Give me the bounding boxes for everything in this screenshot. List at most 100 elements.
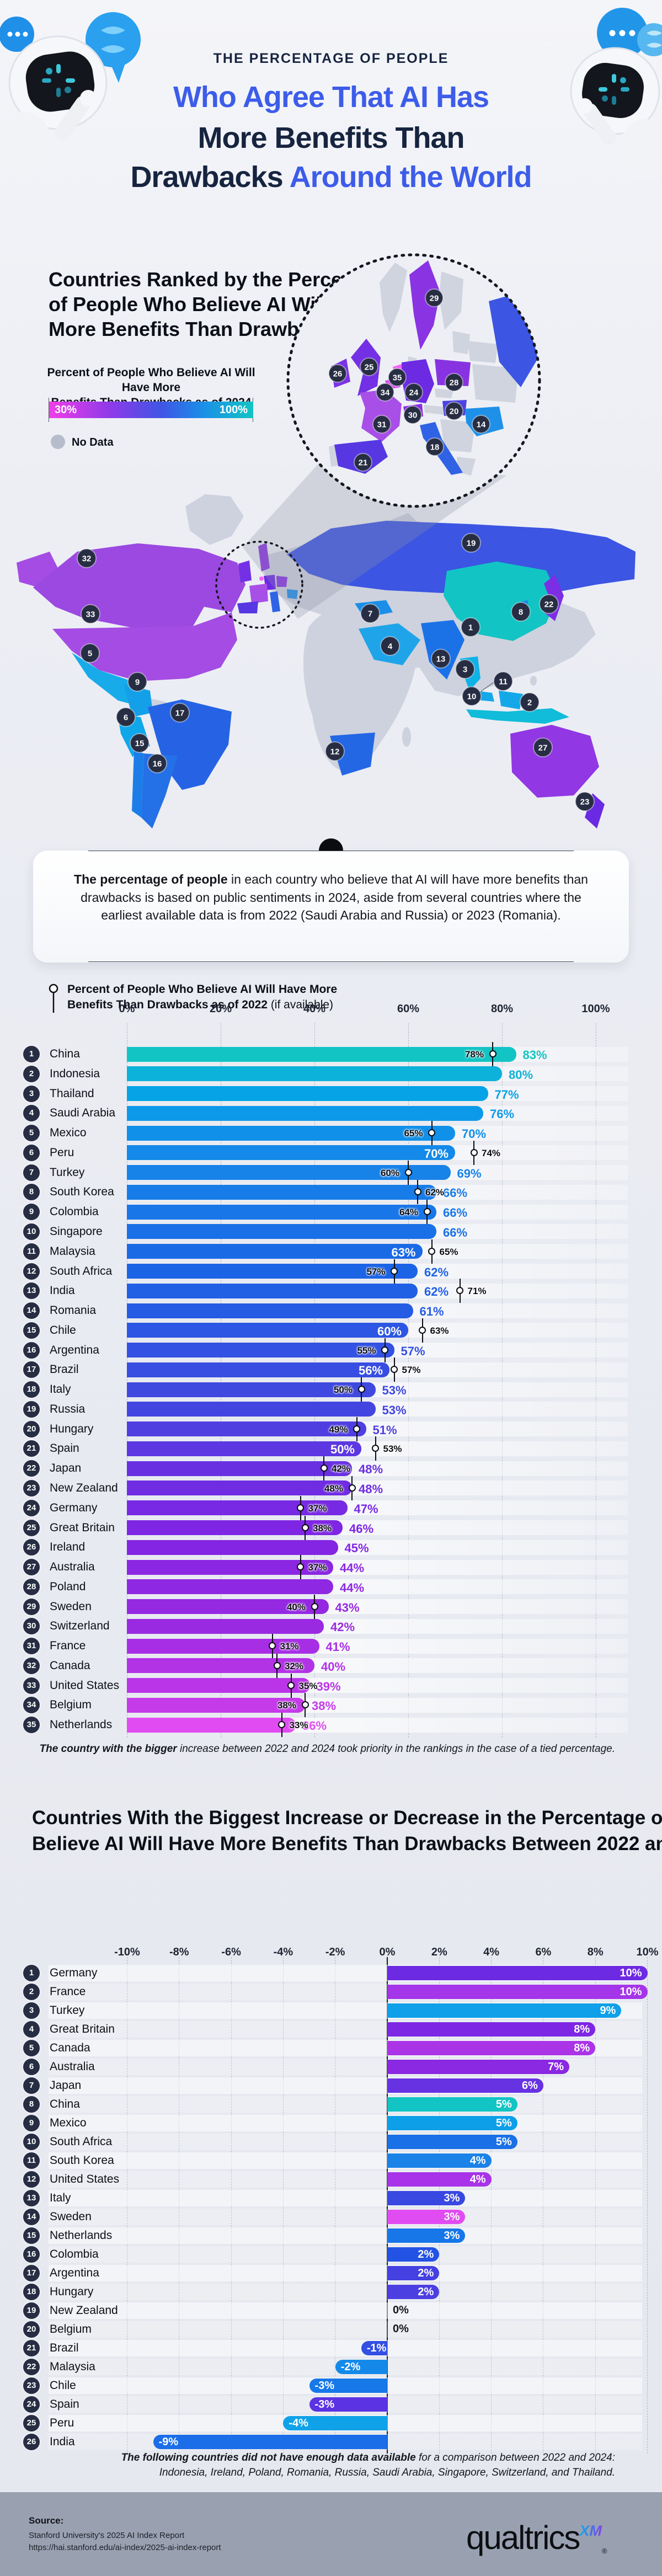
map-europe-source-circle	[215, 541, 303, 629]
map-rank-badge-poland: 28	[445, 373, 463, 392]
chart2-axis-tick: 0%	[379, 1946, 396, 1958]
rank-badge: 20	[23, 2321, 40, 2338]
bar-track	[49, 2096, 642, 2113]
source-link[interactable]: https://hai.stanford.edu/ai-index/2025-a…	[29, 2543, 221, 2552]
chart2-axis-tick: -10%	[114, 1946, 140, 1958]
value-label-2024: 80%	[509, 1067, 533, 1082]
rank-badge: 21	[23, 2340, 40, 2356]
bar-change: -2%	[335, 2360, 387, 2374]
rank-badge: 7	[23, 1164, 40, 1181]
chart1-axis-tick: 20%	[209, 1003, 232, 1015]
marker-2022-dot	[372, 1445, 379, 1452]
map-rank-badge-argentina: 16	[147, 753, 167, 773]
header-title-line3-dark: Drawbacks	[130, 161, 290, 194]
rank-badge: 15	[23, 1322, 40, 1339]
svg-text:26: 26	[333, 370, 343, 379]
chart2-row-italy: 13 Italy 3%	[0, 2190, 662, 2206]
robot-mascot-right	[570, 47, 662, 181]
value-label-2024: 50%	[330, 1442, 355, 1457]
marker-2022-dot	[348, 1484, 356, 1492]
chart2-footnote-line1: The following countries did not have eno…	[121, 2452, 615, 2464]
value-label-2024: 62%	[424, 1265, 449, 1279]
chart1-row-argentina: 16 Argentina 57% 55%	[0, 1338, 662, 1362]
chat-bubble-icon	[0, 12, 141, 83]
bar-change: 8%	[387, 2041, 596, 2055]
value-label-2024: 36%	[302, 1719, 327, 1733]
svg-text:28: 28	[450, 378, 459, 388]
country-label: Brazil	[50, 1363, 79, 1376]
value-label-2024: 44%	[340, 1561, 365, 1575]
country-label: France	[50, 1985, 86, 1998]
marker-2022-dot	[419, 1326, 426, 1334]
country-label: Malaysia	[50, 2360, 95, 2373]
map-rank-badge-thailand: 3	[455, 659, 475, 679]
bar-2024	[127, 1066, 502, 1082]
bar-2024	[127, 1184, 436, 1200]
header-decoration	[0, 8, 662, 181]
chart2-row-germany: 1 Germany 10%	[0, 1965, 662, 1981]
chart2-axis-tick: -6%	[221, 1946, 241, 1958]
country-label: India	[50, 1284, 75, 1297]
marker-2022-dot	[470, 1148, 478, 1156]
value-label-2024: 43%	[335, 1600, 360, 1615]
map-rank-badge-china: 1	[461, 617, 481, 637]
chart2-row-great-britain: 4 Great Britain 8%	[0, 2021, 662, 2038]
rank-badge: 13	[23, 1282, 40, 1300]
bar-change: 7%	[387, 2060, 570, 2074]
rank-badge: 6	[23, 2059, 40, 2075]
bar-2024	[127, 1421, 366, 1437]
rank-badge: 29	[23, 1598, 40, 1615]
value-label-2024: 48%	[359, 1462, 383, 1477]
marker-2022-label: 53%	[383, 1444, 402, 1455]
marker-2022-dot	[391, 1267, 398, 1275]
rank-badge: 11	[23, 1243, 40, 1260]
chart2-axis-tick: 10%	[636, 1946, 659, 1958]
value-label-change: 4%	[469, 2154, 486, 2167]
chart1-row-belgium: 34 Belgium 38% 38%	[0, 1693, 662, 1718]
rank-badge: 15	[23, 2227, 40, 2244]
map-rank-badge-malaysia: 11	[493, 671, 513, 691]
marker-2022-label: 65%	[404, 1128, 423, 1139]
value-label-change: 3%	[444, 2229, 460, 2242]
chart1-row-united-states: 33 United States 39% 35%	[0, 1673, 662, 1698]
chart1-row-great-britain: 25 Great Britain 46% 38%	[0, 1515, 662, 1540]
value-label-2024: 41%	[325, 1640, 350, 1654]
chart1-gridline	[314, 1023, 315, 1738]
marker-2022-label: 60%	[380, 1167, 399, 1178]
chart2-title: Countries With the Biggest Increase or D…	[32, 1805, 662, 1857]
bar-change: 5%	[387, 2135, 517, 2149]
rank-badge: 5	[23, 2040, 40, 2056]
country-label: Saudi Arabia	[50, 1107, 116, 1120]
chart2-row-canada: 5 Canada 8%	[0, 2040, 662, 2056]
chart2-row-hungary: 18 Hungary 2%	[0, 2284, 662, 2300]
country-label: Belgium	[50, 2323, 92, 2335]
svg-text:17: 17	[175, 709, 185, 718]
rank-badge: 35	[23, 1717, 40, 1734]
value-label-2024: 46%	[349, 1521, 374, 1536]
value-label-2024: 42%	[330, 1620, 355, 1634]
map-title-line: More Benefits Than Drawbacks	[49, 318, 344, 340]
chart1-row-thailand: 3 Thailand 77%	[0, 1084, 662, 1104]
bar-2024	[127, 1244, 423, 1259]
country-label: Chile	[50, 2379, 76, 2392]
svg-text:5: 5	[88, 649, 92, 659]
map-rank-badge-great-britain: 25	[360, 357, 378, 376]
marker-2022-dot	[357, 1386, 365, 1393]
map-rank-badge-switzerland: 30	[403, 405, 422, 424]
bar-2024	[127, 1599, 329, 1615]
chart1-row-saudi-arabia: 4 Saudi Arabia 76%	[0, 1103, 662, 1123]
chart2-axis-tick: 8%	[587, 1946, 604, 1958]
value-label-2024: 40%	[321, 1659, 346, 1674]
bar-change: 6%	[387, 2078, 543, 2093]
chart1-row-italy: 18 Italy 53% 50%	[0, 1377, 662, 1402]
legend-gradient-bar: 30% 100%	[49, 402, 253, 418]
chart2-row-spain: 24 Spain -3%	[0, 2396, 662, 2413]
country-label: Argentina	[50, 2267, 99, 2279]
rank-badge: 31	[23, 1638, 40, 1655]
rank-badge: 23	[23, 2377, 40, 2394]
marker-2022-dot	[428, 1129, 435, 1137]
bar-2024	[127, 1520, 343, 1535]
svg-text:20: 20	[450, 407, 459, 416]
bar-2024	[127, 1697, 305, 1713]
